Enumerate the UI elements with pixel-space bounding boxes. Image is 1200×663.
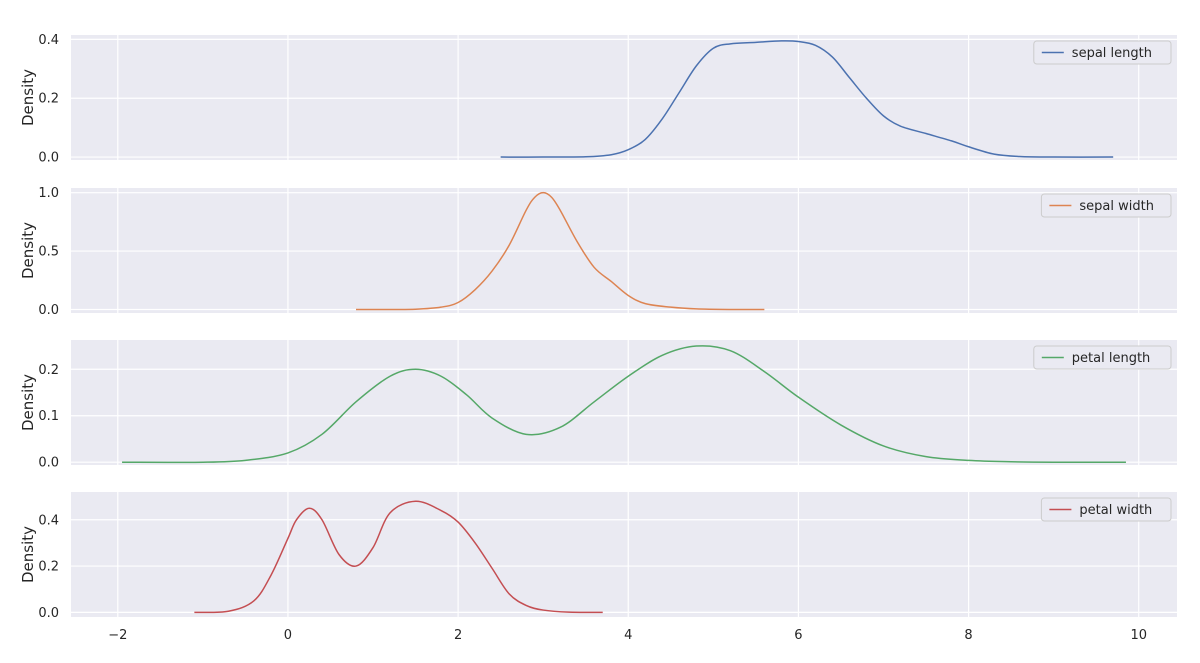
panel-1: 0.0 0.2 0.4 Density sepal length [19, 33, 1177, 166]
y-tick-label: 0.0 [38, 151, 59, 166]
panel-2: 0.0 0.5 1.0 Density sepal width [19, 186, 1177, 318]
legend: sepal width [1040, 193, 1172, 218]
series-line-petal-width [194, 500, 603, 614]
y-axis-label: Density [19, 222, 37, 279]
y-axis-label: Density [19, 526, 37, 583]
y-tick-label: 0.0 [38, 303, 59, 318]
panel-background [71, 492, 1177, 617]
y-tick-label: 0.2 [38, 92, 59, 107]
legend: sepal length [1033, 40, 1172, 65]
x-tick-label: −2 [108, 628, 127, 643]
y-tick-label: 0.1 [38, 409, 59, 424]
y-tick-label: 0.4 [38, 33, 59, 48]
y-tick-label: 0.5 [38, 245, 59, 260]
series-line-sepal-width [356, 191, 765, 311]
legend-label: petal length [1072, 351, 1151, 366]
y-tick-label: 0.4 [38, 513, 59, 528]
series-line-petal-length [122, 345, 1126, 464]
y-tick-label: 1.0 [38, 186, 59, 201]
x-tick-label: 8 [964, 628, 972, 643]
x-tick-label: 2 [454, 628, 462, 643]
x-tick-label: 4 [624, 628, 632, 643]
legend-box [1040, 497, 1172, 522]
legend-label: sepal width [1079, 199, 1154, 214]
x-tick-label: 6 [794, 628, 802, 643]
series-line-sepal-length [500, 40, 1114, 158]
y-tick-label: 0.2 [38, 560, 59, 575]
legend: petal length [1033, 345, 1172, 370]
legend-box [1033, 345, 1172, 370]
y-tick-label: 0.2 [38, 363, 59, 378]
legend-label: petal width [1079, 503, 1152, 518]
y-axis-label: Density [19, 69, 37, 126]
y-tick-label: 0.0 [38, 456, 59, 471]
y-axis-label: Density [19, 374, 37, 431]
panel-background [71, 340, 1177, 465]
legend: petal width [1040, 497, 1172, 522]
legend-label: sepal length [1072, 46, 1152, 61]
legend-box [1033, 40, 1172, 65]
x-tick-label: 0 [284, 628, 292, 643]
panel-background [71, 35, 1177, 160]
x-tick-label: 10 [1130, 628, 1147, 643]
legend-box [1040, 193, 1172, 218]
y-tick-label: 0.0 [38, 606, 59, 621]
